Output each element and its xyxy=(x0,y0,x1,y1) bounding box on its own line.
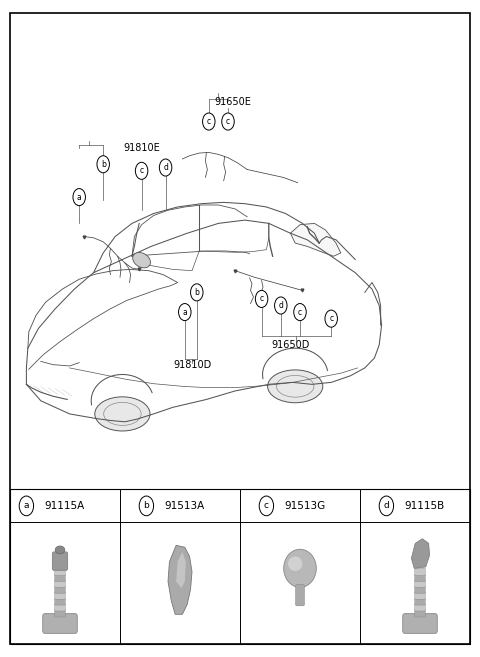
Text: c: c xyxy=(298,307,302,317)
Polygon shape xyxy=(168,545,192,614)
Circle shape xyxy=(159,159,172,176)
FancyBboxPatch shape xyxy=(55,568,65,576)
FancyBboxPatch shape xyxy=(403,614,437,633)
FancyBboxPatch shape xyxy=(55,592,65,599)
Text: 91115B: 91115B xyxy=(405,501,445,511)
FancyBboxPatch shape xyxy=(55,610,65,617)
Text: c: c xyxy=(260,294,264,304)
Circle shape xyxy=(179,304,191,321)
Circle shape xyxy=(379,496,394,516)
Text: 91513G: 91513G xyxy=(284,501,325,511)
Text: 91810E: 91810E xyxy=(123,143,160,153)
FancyBboxPatch shape xyxy=(55,604,65,611)
Ellipse shape xyxy=(95,397,150,431)
FancyBboxPatch shape xyxy=(415,586,425,593)
Text: d: d xyxy=(278,301,283,310)
FancyBboxPatch shape xyxy=(415,604,425,611)
Ellipse shape xyxy=(132,252,151,268)
FancyBboxPatch shape xyxy=(55,586,65,593)
Text: c: c xyxy=(329,314,333,323)
FancyBboxPatch shape xyxy=(52,552,68,570)
Polygon shape xyxy=(290,223,341,256)
Text: b: b xyxy=(144,501,149,510)
Circle shape xyxy=(19,496,34,516)
Circle shape xyxy=(255,290,268,307)
Text: a: a xyxy=(182,307,187,317)
Text: c: c xyxy=(264,501,269,510)
Ellipse shape xyxy=(284,549,316,587)
Circle shape xyxy=(135,162,148,179)
Text: b: b xyxy=(194,288,199,297)
Circle shape xyxy=(203,113,215,130)
FancyBboxPatch shape xyxy=(43,614,77,633)
Text: 91650D: 91650D xyxy=(271,340,310,350)
Circle shape xyxy=(294,304,306,321)
Text: c: c xyxy=(207,117,211,126)
Ellipse shape xyxy=(267,370,323,403)
Ellipse shape xyxy=(288,556,302,571)
Polygon shape xyxy=(176,552,186,588)
Text: d: d xyxy=(384,501,389,510)
Circle shape xyxy=(191,284,203,301)
FancyBboxPatch shape xyxy=(415,580,425,587)
Ellipse shape xyxy=(55,546,65,554)
Text: c: c xyxy=(226,117,230,126)
FancyBboxPatch shape xyxy=(415,598,425,605)
Circle shape xyxy=(97,156,109,173)
FancyBboxPatch shape xyxy=(415,610,425,617)
FancyBboxPatch shape xyxy=(415,574,425,581)
Circle shape xyxy=(139,496,154,516)
Circle shape xyxy=(275,297,287,314)
Text: c: c xyxy=(140,166,144,175)
Text: a: a xyxy=(24,501,29,510)
Circle shape xyxy=(222,113,234,130)
Text: 91650E: 91650E xyxy=(215,97,251,107)
Circle shape xyxy=(73,189,85,206)
Circle shape xyxy=(259,496,274,516)
FancyBboxPatch shape xyxy=(55,580,65,587)
Text: 91115A: 91115A xyxy=(45,501,85,511)
Text: a: a xyxy=(77,193,82,202)
FancyBboxPatch shape xyxy=(296,585,304,606)
Polygon shape xyxy=(411,539,430,568)
FancyBboxPatch shape xyxy=(415,592,425,599)
FancyBboxPatch shape xyxy=(415,568,425,576)
FancyBboxPatch shape xyxy=(55,574,65,581)
Text: d: d xyxy=(163,163,168,172)
Circle shape xyxy=(325,310,337,327)
FancyBboxPatch shape xyxy=(55,598,65,605)
Text: 91513A: 91513A xyxy=(165,501,205,511)
Text: b: b xyxy=(101,160,106,169)
Text: 91810D: 91810D xyxy=(173,359,211,370)
